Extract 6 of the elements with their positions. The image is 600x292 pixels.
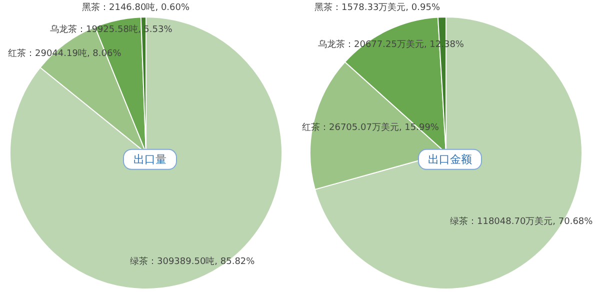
slice-label: 黑茶：2146.80吨, 0.60% [82, 2, 190, 13]
slice-label: 黑茶：1578.33万美元, 0.95% [314, 2, 440, 13]
slice-label: 绿茶：309389.50吨, 85.82% [130, 256, 256, 267]
text: 出口金额 [428, 152, 472, 166]
slice-label: 绿茶：118048.70万美元, 70.68% [450, 216, 594, 227]
text: 出口量 [134, 152, 166, 166]
